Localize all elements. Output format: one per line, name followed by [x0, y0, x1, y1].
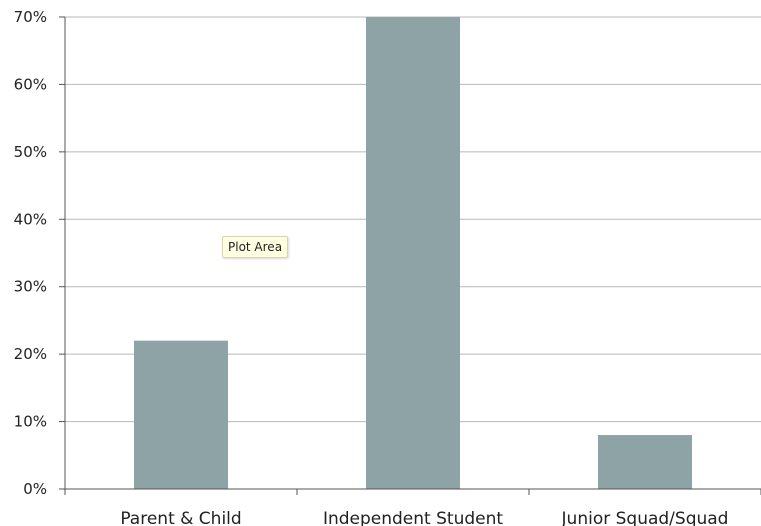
- bar: [366, 17, 460, 489]
- y-tick-label: 20%: [14, 345, 47, 363]
- y-tick-label: 30%: [14, 278, 47, 296]
- x-category-labels: Parent & Child Independent Student Junior …: [120, 509, 728, 526]
- y-tick-labels: 0% 10% 20% 30% 40% 50% 60% 70%: [14, 8, 47, 498]
- y-tick-label: 0%: [23, 480, 47, 498]
- bars: [134, 17, 692, 489]
- y-tick-label: 10%: [14, 413, 47, 431]
- bar: [598, 435, 692, 489]
- y-tick-label: 60%: [14, 75, 47, 93]
- y-tick-label: 50%: [14, 143, 47, 161]
- x-category-label: Independent Student: [323, 509, 503, 526]
- x-category-label: Junior Squad/Squad: [561, 509, 729, 526]
- x-category-label: Parent & Child: [120, 509, 241, 526]
- y-tick-label: 70%: [14, 8, 47, 26]
- bar: [134, 340, 228, 489]
- axes: [59, 16, 761, 495]
- y-tick-label: 40%: [14, 210, 47, 228]
- plot-area-tooltip: Plot Area: [222, 236, 289, 258]
